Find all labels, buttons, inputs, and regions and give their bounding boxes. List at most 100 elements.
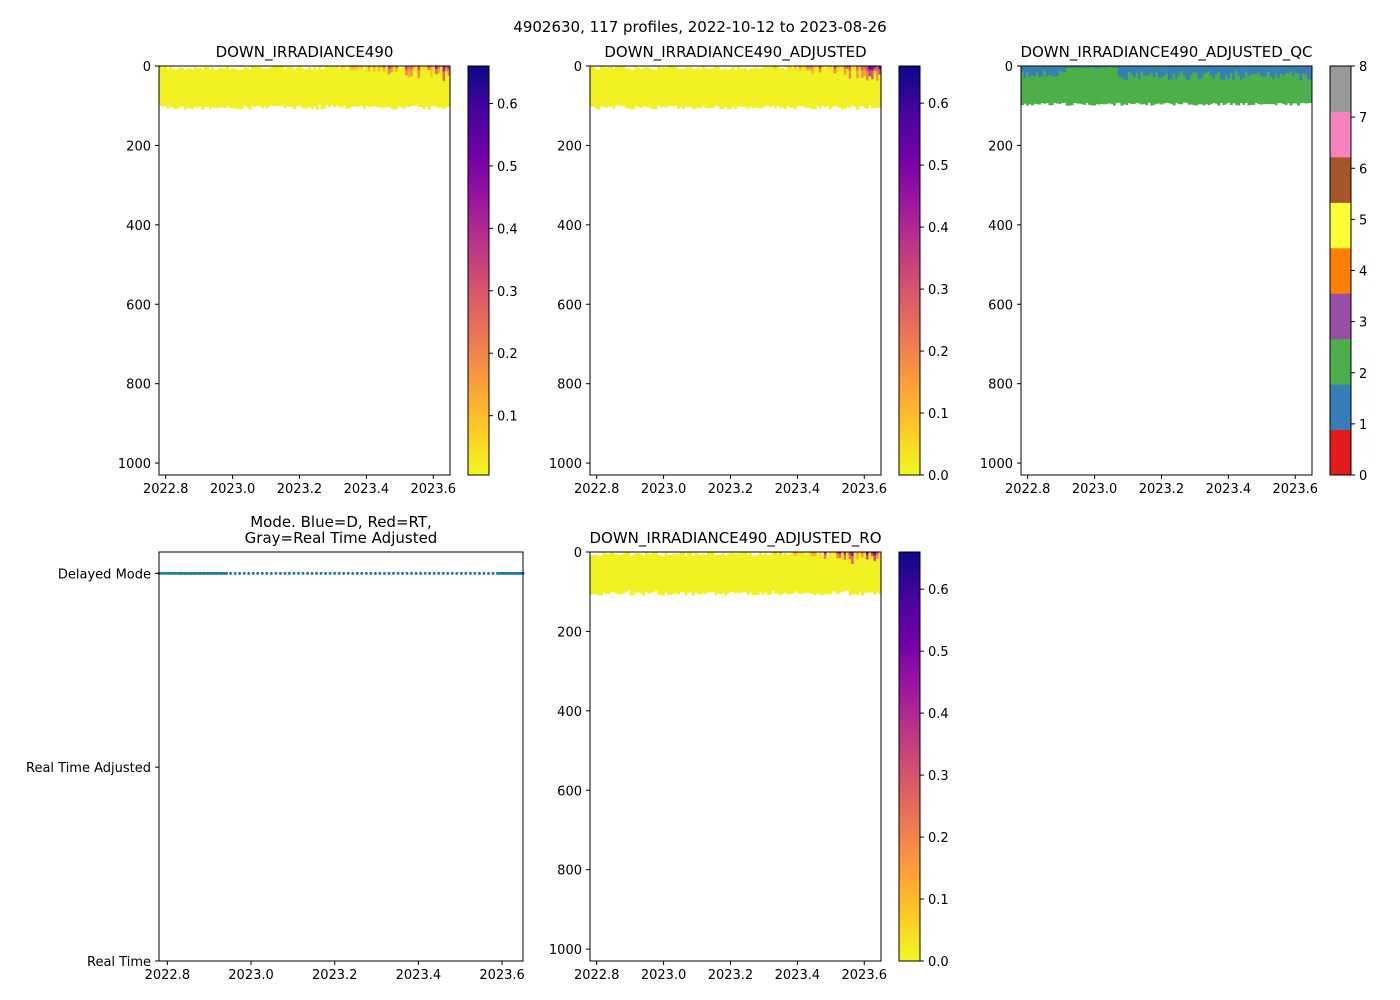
qc-flag-2-column — [1075, 66, 1079, 104]
heatmap-cell — [350, 66, 354, 71]
mode-point — [171, 571, 175, 575]
qc-flag-1-column — [1197, 66, 1201, 80]
heatmap-column — [447, 67, 451, 108]
qc-flag-2-column — [1157, 66, 1161, 104]
qc-flag-1-column — [1259, 66, 1263, 77]
heatmap-column — [238, 69, 242, 110]
qc-flag-1-column — [1292, 66, 1295, 77]
heatmap-cell — [382, 66, 386, 68]
qc-flag-1-column — [1185, 66, 1189, 79]
x-tick-label: 2022.8 — [145, 968, 191, 983]
heatmap-column — [769, 554, 772, 595]
qc-flag-2-column — [1068, 66, 1072, 106]
mode-point — [391, 571, 395, 575]
heatmap-cell — [348, 66, 351, 68]
qc-flag-1-column — [1103, 66, 1106, 68]
heatmap-cell — [873, 66, 877, 71]
mode-point — [360, 571, 364, 575]
qc-flag-1-column — [1177, 66, 1181, 76]
qc-flag-2-column — [1137, 66, 1141, 104]
heatmap-cell — [353, 66, 356, 71]
heatmap-column — [377, 67, 381, 108]
qc-flag-1-column — [1299, 66, 1303, 81]
x-tick-label: 2023.2 — [708, 482, 754, 497]
heatmap-column — [724, 68, 728, 107]
qc-flag-1-column — [1307, 66, 1310, 79]
heatmap-column — [390, 69, 394, 109]
heatmap-cell — [798, 552, 802, 556]
heatmap-column — [816, 66, 820, 107]
qc-flag-1-column — [1242, 66, 1246, 79]
qc-flag-2-column — [1043, 66, 1047, 104]
heatmap-column — [766, 555, 770, 596]
qc-flag-1-column — [1282, 66, 1286, 76]
qc-flag-2-column — [1259, 66, 1263, 105]
heatmap-column — [856, 69, 860, 110]
heatmap-column — [594, 68, 598, 109]
heatmap-column — [293, 69, 297, 110]
x-tick-label: 2023.0 — [641, 968, 687, 983]
heatmap-column — [731, 66, 735, 107]
heatmap-column — [751, 68, 755, 109]
axes-frame — [158, 65, 451, 476]
heatmap-cell — [801, 552, 805, 555]
heatmap-cell — [445, 66, 448, 68]
mode-point — [162, 571, 166, 575]
heatmap-cell — [420, 66, 424, 79]
heatmap-cell — [350, 66, 354, 68]
heatmap-cell — [427, 66, 431, 68]
heatmap-column — [629, 555, 633, 596]
qc-flag-1-column — [1030, 66, 1034, 76]
qc-flag-2-column — [1192, 66, 1196, 106]
qc-flag-1-column — [1212, 66, 1216, 79]
heatmap-cell — [402, 66, 406, 69]
heatmap-cell — [856, 66, 860, 79]
heatmap-column — [639, 553, 643, 594]
qc-flag-1-column — [1025, 66, 1029, 73]
qc-flag-1-column — [1264, 66, 1268, 77]
heatmap-column — [876, 68, 879, 108]
heatmap-column — [818, 68, 822, 109]
qc-flag-2-column — [1195, 66, 1198, 106]
heatmap-cell — [372, 66, 376, 73]
qc-flag-2-column — [1045, 66, 1049, 104]
mode-point — [197, 571, 201, 575]
qc-flag-1-column — [1053, 66, 1057, 78]
qc-flag-2-column — [1130, 66, 1134, 104]
heatmap-cell — [415, 66, 419, 69]
heatmap-cell — [851, 66, 855, 73]
heatmap-column — [793, 552, 797, 592]
mode-point — [482, 571, 486, 575]
heatmap-cells — [1021, 66, 1313, 106]
figure-suptitle: 4902630, 117 profiles, 2022-10-12 to 202… — [513, 18, 886, 36]
qc-flag-1-column — [1063, 66, 1067, 73]
mode-point — [401, 571, 405, 575]
heatmap-cell — [367, 66, 371, 72]
mode-point — [265, 571, 269, 575]
heatmap-column — [642, 555, 646, 596]
heatmap-cell — [412, 66, 416, 68]
qc-flag-1-column — [1028, 66, 1032, 78]
qc-flag-2-column — [1229, 66, 1233, 105]
heatmap-cell — [863, 552, 867, 555]
qc-flag-2-column — [1113, 66, 1116, 106]
heatmap-column — [687, 67, 690, 108]
heatmap-column — [310, 69, 314, 109]
qc-flag-1-column — [1150, 66, 1154, 73]
heatmap-column — [863, 68, 867, 109]
heatmap-cell — [774, 66, 777, 68]
qc-flag-2-column — [1264, 66, 1268, 104]
heatmap-column — [599, 66, 603, 107]
heatmap-column — [362, 69, 366, 109]
panel-title: DOWN_IRRADIANCE490_ADJUSTED — [604, 43, 866, 62]
mode-point — [283, 571, 287, 575]
heatmap-column — [736, 66, 740, 107]
heatmap-column — [843, 69, 847, 109]
heatmap-column — [818, 554, 822, 595]
heatmap-cell — [437, 66, 441, 73]
heatmap-cell — [395, 66, 399, 72]
qc-flag-1-column — [1279, 66, 1283, 74]
colorbar-tick-label: 0.5 — [928, 645, 949, 660]
heatmap-cell — [861, 66, 864, 78]
qc-flag-2-column — [1103, 66, 1106, 105]
